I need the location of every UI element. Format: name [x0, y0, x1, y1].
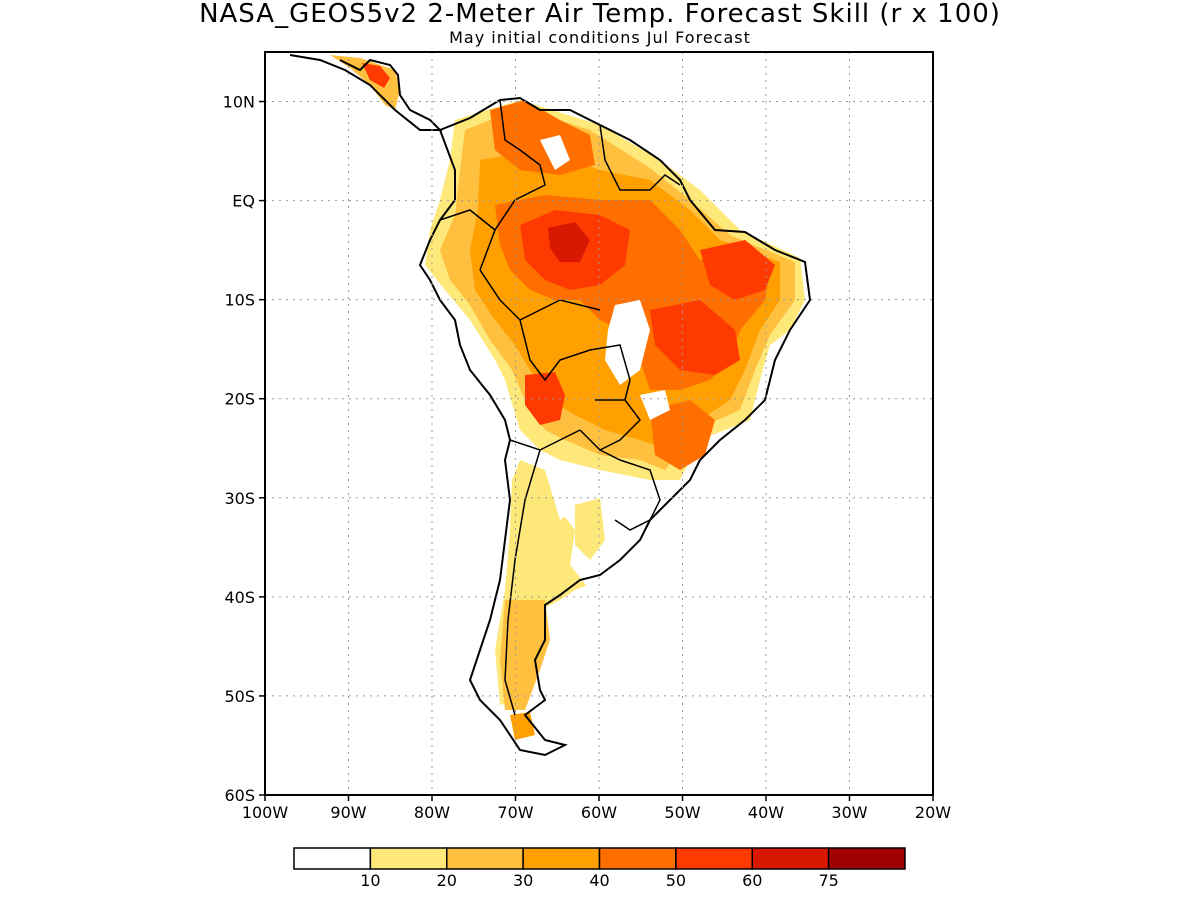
- border-8: [599, 124, 681, 191]
- latitude-labels: 10N EQ 10S 20S 30S 40S 50S 60S: [223, 93, 265, 805]
- coast-central-america: [289, 54, 443, 131]
- lon-label: 70W: [497, 803, 533, 822]
- lon-label: 20W: [915, 803, 951, 822]
- lat-label: 20S: [224, 390, 255, 409]
- lon-label: 60W: [581, 803, 617, 822]
- colorbar-label: 50: [666, 871, 686, 890]
- colorbar-label: 40: [589, 871, 609, 890]
- shade-white-3: [540, 135, 570, 170]
- coastline: [289, 54, 812, 757]
- longitude-labels: 100W 90W 80W 70W 60W 50W 40W 30W 20W: [242, 795, 951, 822]
- lat-label: 30S: [224, 489, 255, 508]
- lon-label: 90W: [330, 803, 366, 822]
- shade-patagonia: [500, 600, 550, 710]
- border-6: [599, 449, 661, 531]
- lat-label: 40S: [224, 588, 255, 607]
- shade-ne-brazil-core: [700, 240, 775, 300]
- colorbar-labels: 10 20 30 40 50 60 75: [360, 871, 839, 890]
- colorbar-swatch: [522, 847, 601, 870]
- shade-se-brazil: [650, 400, 715, 470]
- colorbar-swatch: [751, 847, 830, 870]
- colorbar-swatch: [369, 847, 448, 870]
- shade-argentina-patch: [575, 498, 605, 560]
- shade-venezuela: [490, 100, 595, 175]
- colorbar-swatch: [598, 847, 677, 870]
- colorbar: [293, 847, 906, 870]
- lon-label: 80W: [414, 803, 450, 822]
- colorbar-swatch: [675, 847, 753, 870]
- border-7: [504, 449, 541, 716]
- map-title: NASA_GEOS5v2 2-Meter Air Temp. Forecast …: [199, 0, 1001, 29]
- border-4: [579, 399, 641, 451]
- lat-label: 10N: [223, 93, 255, 112]
- lon-label: 30W: [831, 803, 867, 822]
- skill-shading: [330, 55, 805, 740]
- colorbar-label: 75: [818, 871, 838, 890]
- colorbar-label: 20: [437, 871, 457, 890]
- lon-label: 100W: [242, 803, 289, 822]
- border-1: [479, 99, 546, 271]
- lon-label: 50W: [664, 803, 700, 822]
- shade-central-america-hot: [362, 63, 390, 88]
- shade-amazon-core-dark: [548, 222, 590, 262]
- shade-tip: [510, 712, 535, 740]
- border-5: [509, 429, 581, 451]
- colorbar-label: 10: [360, 871, 380, 890]
- colorbar-label: 60: [742, 871, 762, 890]
- shade-central-brazil: [650, 300, 740, 375]
- colorbar-swatch: [827, 847, 906, 870]
- lat-label: 10S: [224, 291, 255, 310]
- lat-label: 60S: [224, 786, 255, 805]
- coast-south-america: [418, 96, 812, 757]
- border-2: [479, 269, 631, 401]
- colorbar-label: 30: [513, 871, 533, 890]
- lat-label: 50S: [224, 687, 255, 706]
- graticule: [265, 52, 933, 795]
- shade-white-2: [640, 390, 670, 420]
- border-9: [439, 209, 496, 231]
- colorbar-swatch: [446, 847, 524, 870]
- shade-white-1: [605, 300, 650, 385]
- map-subtitle: May initial conditions Jul Forecast: [449, 28, 751, 47]
- colorbar-swatch: [293, 847, 372, 870]
- lat-label: EQ: [232, 192, 255, 211]
- lon-label: 40W: [748, 803, 784, 822]
